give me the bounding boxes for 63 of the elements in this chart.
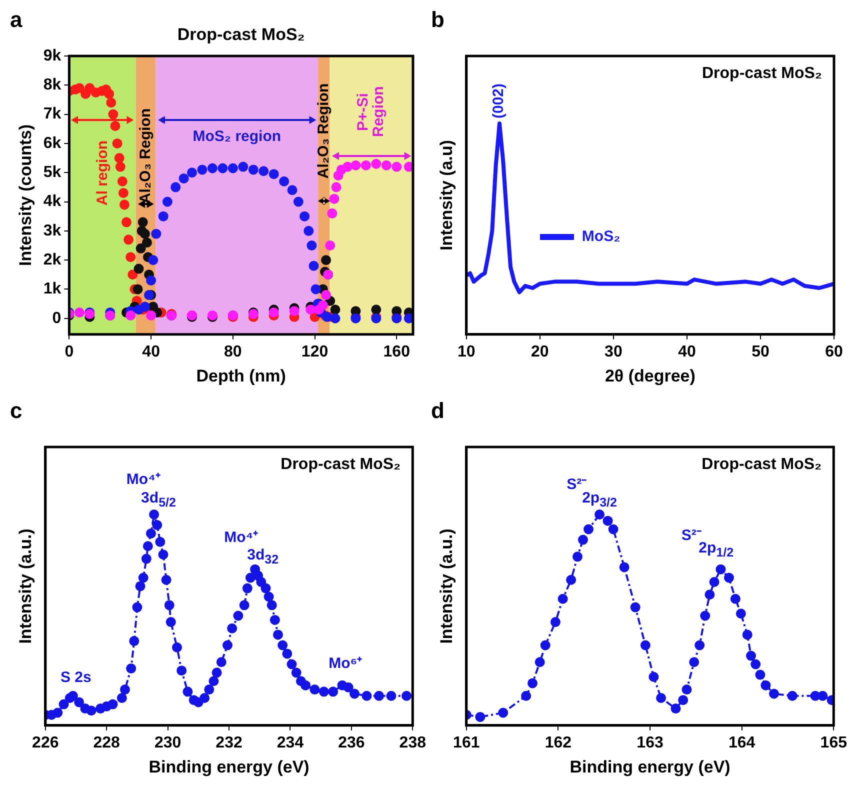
x-axis-title: Binding energy (eV) [570,757,730,776]
y-tick-label: 7k [43,106,62,123]
y-tick-label: 6k [43,134,62,152]
legend-label: MoS₂ [582,228,620,245]
text: Drop-cast MoS₂ [280,456,401,474]
x-tick-label: 236 [338,734,365,752]
text: c [10,398,22,423]
x-tick-label: 160 [383,343,410,360]
x-tick-label: 40 [678,343,696,360]
annotation: 2p$_{1/2}$ [698,540,734,560]
y-axis-title: Intensity (counts) [16,124,35,266]
text: 3d$_{5/2}$ [141,489,176,510]
text: Drop-cast MoS₂ [702,65,822,83]
y-tick-label: 2k [43,251,62,268]
annotation: Mo⁴⁺ [224,528,258,546]
band-label: MoS₂ region [192,128,282,145]
x-tick-label: 163 [636,734,664,752]
text: b [431,7,444,32]
chart-title: Drop-cast MoS₂ [177,25,305,44]
x-tick-label: 10 [458,343,476,360]
y-axis-title: Intensity (a.u) [436,140,456,250]
x-tick-label: 60 [825,343,843,360]
annotation: 3d$_{32}$ [247,546,279,566]
text: d [431,398,444,423]
y-tick-label: 5k [43,164,62,182]
x-axis-title: Binding energy (eV) [148,757,310,776]
band-label: P+-Si Region [354,85,388,140]
x-tick-label: 232 [216,734,242,752]
x-axis-title: 2θ (degree) [604,366,696,386]
x-tick-label: 226 [32,734,59,752]
x-tick-label: 165 [820,734,848,752]
x-tick-label: 30 [604,343,622,360]
x-tick-label: 40 [142,343,160,360]
x-tick-label: 20 [531,343,549,360]
y-tick-label: 9k [43,47,62,64]
text: Mo⁴⁺ [126,472,160,489]
x-tick-label: 0 [64,343,74,360]
x-tick-label: 228 [93,734,120,752]
x-tick-label: 234 [276,734,304,752]
x-tick-label: 238 [399,734,426,752]
y-tick-label: 8k [43,76,62,94]
x-tick-label: 161 [453,734,480,752]
band-label: Al₂O₃ Region [315,84,332,179]
x-tick-label: 162 [544,734,572,752]
y-tick-label: 3k [43,222,62,240]
annotation: Mo⁶⁺ [328,655,362,672]
y-axis-title: Intensity (a.u.) [436,528,456,644]
text: (002) [490,83,508,118]
annotation: S 2s [60,669,92,686]
y-tick-label: 1k [43,280,62,298]
x-tick-label: 120 [301,343,328,360]
y-axis-title: Intensity (a.u.) [16,528,35,644]
text: a [10,7,22,32]
x-axis-title: Depth (nm) [196,366,286,386]
band-label: Al₂O₃ Region [136,108,154,204]
x-tick-label: 230 [154,734,182,752]
x-tick-label: 50 [752,343,770,360]
band-label: Al region [94,140,111,206]
text: Drop-cast MoS₂ [702,456,822,474]
y-tick-label: 0 [52,310,62,327]
x-tick-label: 80 [224,343,242,360]
x-tick-label: 164 [728,734,756,752]
y-tick-label: 4k [43,193,62,210]
